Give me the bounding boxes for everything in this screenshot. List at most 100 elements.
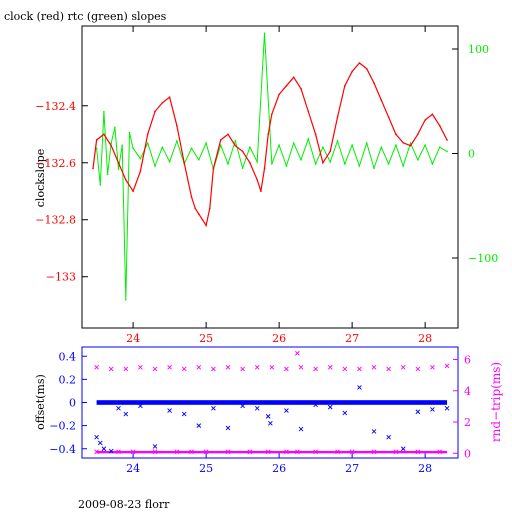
rtc-point bbox=[380, 146, 383, 149]
clock-point bbox=[438, 124, 441, 127]
rtc-point bbox=[132, 147, 134, 150]
clock-point bbox=[387, 116, 390, 118]
slopes-rtick-label: 100 bbox=[468, 43, 489, 56]
offset-point bbox=[138, 403, 143, 409]
rtrip-rtick-label: 6 bbox=[464, 354, 471, 367]
marker-stroke bbox=[284, 366, 289, 372]
marker-stroke bbox=[265, 414, 271, 419]
marker-stroke bbox=[342, 410, 348, 416]
marker-stroke bbox=[152, 444, 158, 449]
offset-point bbox=[240, 403, 245, 409]
rtc-point bbox=[249, 146, 251, 149]
rtc-point bbox=[198, 158, 200, 161]
rtc-point bbox=[227, 163, 229, 165]
rtrip-point bbox=[196, 365, 202, 370]
rtc-point bbox=[106, 173, 109, 176]
rtrip-point bbox=[298, 365, 304, 370]
rtrip-low-point bbox=[152, 449, 158, 455]
clock-point bbox=[132, 190, 134, 193]
offset-point bbox=[225, 425, 231, 431]
marker-stroke bbox=[415, 449, 421, 455]
offset-point bbox=[265, 414, 271, 419]
rtc-point bbox=[190, 147, 193, 150]
clock-point bbox=[161, 102, 164, 104]
marker-stroke bbox=[167, 408, 172, 413]
marker-stroke bbox=[203, 449, 209, 455]
offset-point bbox=[196, 423, 202, 428]
clock-point bbox=[212, 167, 215, 170]
rtrip-low-point bbox=[371, 449, 377, 455]
rtrip-ylabel: rnd−trip(ms) bbox=[489, 362, 503, 442]
rtc-point bbox=[154, 165, 156, 167]
clock-point bbox=[402, 142, 405, 144]
rtrip-point bbox=[357, 366, 362, 372]
marker-stroke bbox=[152, 366, 158, 372]
clock-point bbox=[358, 62, 361, 64]
rtc-point bbox=[292, 142, 295, 144]
marker-stroke bbox=[298, 426, 304, 432]
rtrip-point bbox=[444, 363, 450, 369]
rtc-point bbox=[344, 163, 346, 165]
slopes-xtick-label: 28 bbox=[418, 332, 432, 345]
marker-stroke bbox=[123, 411, 129, 417]
rtc-point bbox=[114, 126, 116, 129]
offset-xtick-label: 25 bbox=[199, 462, 213, 475]
rtc-point bbox=[417, 158, 419, 161]
marker-stroke bbox=[444, 405, 450, 411]
clock-point bbox=[146, 133, 149, 136]
slopes-ltick-label: −132.8 bbox=[35, 214, 76, 227]
offset-point bbox=[284, 408, 289, 413]
offset-point bbox=[268, 420, 273, 426]
marker-stroke bbox=[342, 366, 348, 372]
offset-point bbox=[101, 446, 107, 452]
offset-point bbox=[116, 405, 121, 411]
marker-stroke bbox=[371, 429, 377, 434]
slopes-ylabel: clockslope bbox=[34, 149, 47, 207]
rtrip-point bbox=[94, 365, 99, 370]
rtc-point bbox=[424, 144, 426, 146]
rtc-series-line bbox=[96, 33, 448, 300]
clock-point bbox=[168, 96, 171, 99]
rtrip-low-point bbox=[265, 449, 271, 455]
slopes-ltick-label: −132.4 bbox=[35, 100, 76, 113]
offset-point bbox=[444, 405, 450, 411]
rtrip-low-point bbox=[130, 449, 136, 455]
marker-stroke bbox=[97, 440, 103, 446]
rtc-point bbox=[409, 142, 412, 144]
slopes-xtick-label: 27 bbox=[345, 332, 359, 345]
marker-stroke bbox=[313, 449, 318, 455]
clock-point bbox=[278, 93, 280, 96]
marker-stroke bbox=[181, 366, 187, 372]
clock-point bbox=[322, 161, 324, 164]
rtc-point bbox=[256, 161, 259, 163]
rtrip-point bbox=[313, 366, 318, 372]
rtc-point bbox=[139, 157, 142, 160]
rtc-point bbox=[387, 163, 390, 165]
rtrip-point bbox=[415, 366, 421, 372]
marker-stroke bbox=[174, 449, 180, 455]
rtrip-point bbox=[284, 366, 289, 372]
marker-stroke bbox=[415, 409, 421, 415]
clock-point bbox=[431, 113, 434, 116]
marker-stroke bbox=[393, 449, 399, 455]
marker-stroke bbox=[108, 448, 114, 454]
clock-point bbox=[271, 113, 273, 116]
rtrip-point bbox=[138, 365, 143, 370]
rtc-point bbox=[241, 167, 244, 169]
rtc-point bbox=[234, 140, 237, 142]
marker-stroke bbox=[225, 365, 231, 370]
rtrip-low-point bbox=[393, 449, 399, 455]
marker-stroke bbox=[123, 366, 129, 372]
marker-stroke bbox=[313, 402, 318, 408]
clock-point bbox=[267, 133, 269, 136]
offset-point bbox=[386, 434, 391, 440]
rtrip-point bbox=[342, 366, 348, 372]
clock-point bbox=[409, 144, 412, 147]
marker-stroke bbox=[327, 404, 333, 410]
clock-point bbox=[125, 179, 127, 181]
slopes-panel: clock (red) rtc (green) slopes clockslop… bbox=[4, 10, 498, 345]
rtc-point bbox=[358, 165, 361, 167]
marker-stroke bbox=[284, 449, 289, 455]
rtrip-point bbox=[371, 365, 377, 370]
